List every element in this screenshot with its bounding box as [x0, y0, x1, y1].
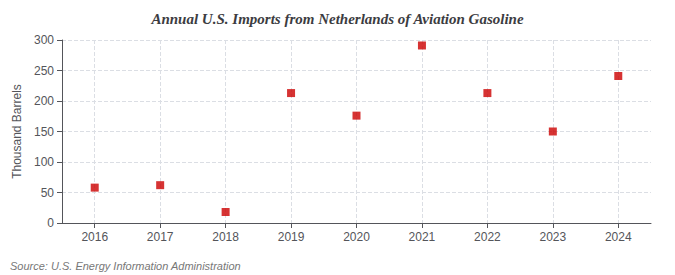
svg-text:100: 100: [34, 155, 54, 169]
svg-text:150: 150: [34, 125, 54, 139]
svg-text:2024: 2024: [605, 230, 632, 244]
svg-text:2022: 2022: [474, 230, 501, 244]
svg-text:2021: 2021: [409, 230, 436, 244]
svg-text:Thousand Barrels: Thousand Barrels: [10, 84, 24, 179]
svg-text:Source: U.S. Energy Informatio: Source: U.S. Energy Information Administ…: [10, 260, 241, 272]
svg-text:2019: 2019: [278, 230, 305, 244]
svg-text:250: 250: [34, 64, 54, 78]
svg-text:200: 200: [34, 94, 54, 108]
svg-text:2016: 2016: [81, 230, 108, 244]
svg-text:300: 300: [34, 33, 54, 47]
svg-text:50: 50: [41, 186, 55, 200]
svg-text:2017: 2017: [147, 230, 174, 244]
svg-text:0: 0: [47, 216, 54, 230]
svg-text:2023: 2023: [539, 230, 566, 244]
svg-text:2020: 2020: [343, 230, 370, 244]
svg-text:2018: 2018: [212, 230, 239, 244]
svg-text:Annual U.S. Imports from Nethe: Annual U.S. Imports from Netherlands of …: [150, 11, 523, 27]
